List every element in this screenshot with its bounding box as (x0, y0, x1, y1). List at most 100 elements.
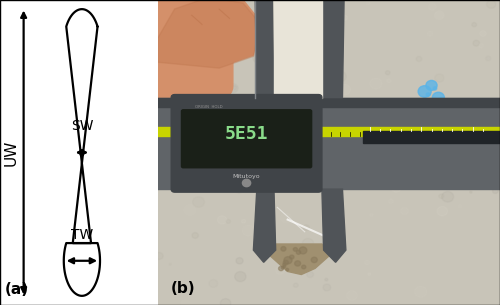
Circle shape (494, 177, 500, 182)
Circle shape (492, 188, 498, 193)
Circle shape (156, 253, 163, 259)
FancyBboxPatch shape (182, 110, 312, 168)
Text: UW: UW (4, 139, 18, 166)
Circle shape (226, 220, 230, 223)
Circle shape (284, 266, 286, 268)
Circle shape (264, 29, 270, 34)
Circle shape (332, 109, 342, 117)
Circle shape (418, 153, 430, 164)
Bar (140, 98, 500, 189)
Bar (363, 131, 500, 143)
Circle shape (281, 267, 284, 269)
Circle shape (370, 108, 378, 115)
Circle shape (400, 102, 404, 106)
Circle shape (281, 246, 286, 251)
Circle shape (286, 43, 292, 48)
Circle shape (253, 53, 263, 63)
Circle shape (368, 273, 370, 275)
Circle shape (236, 258, 243, 264)
Circle shape (428, 3, 436, 10)
Circle shape (432, 92, 444, 103)
Circle shape (370, 78, 382, 89)
Circle shape (286, 268, 288, 271)
Polygon shape (64, 9, 100, 296)
Circle shape (305, 98, 310, 102)
Circle shape (290, 255, 294, 259)
Circle shape (420, 132, 427, 138)
Circle shape (220, 299, 231, 305)
Circle shape (491, 178, 493, 181)
Polygon shape (255, 0, 274, 98)
Circle shape (219, 161, 225, 166)
Circle shape (479, 44, 484, 48)
Circle shape (311, 257, 318, 263)
Circle shape (470, 191, 472, 193)
Circle shape (444, 106, 453, 114)
Circle shape (437, 206, 448, 216)
Circle shape (192, 197, 204, 207)
Circle shape (388, 199, 394, 203)
Circle shape (322, 241, 331, 250)
Text: TW: TW (71, 228, 93, 242)
Circle shape (442, 192, 454, 202)
Circle shape (292, 31, 295, 34)
FancyBboxPatch shape (144, 0, 233, 98)
Circle shape (473, 40, 480, 46)
Circle shape (326, 211, 330, 215)
Circle shape (435, 74, 444, 82)
Circle shape (428, 95, 436, 102)
Circle shape (330, 7, 342, 16)
Circle shape (480, 30, 486, 37)
Circle shape (307, 271, 314, 278)
Circle shape (287, 42, 298, 53)
Circle shape (465, 170, 470, 175)
Circle shape (439, 194, 444, 198)
Circle shape (447, 167, 450, 169)
Text: SW: SW (70, 119, 93, 133)
Text: Mitutoyo: Mitutoyo (232, 174, 260, 179)
Polygon shape (270, 244, 329, 274)
Circle shape (290, 113, 298, 121)
Polygon shape (322, 189, 346, 262)
Circle shape (364, 260, 370, 265)
FancyBboxPatch shape (171, 95, 322, 192)
Circle shape (338, 84, 350, 95)
Polygon shape (322, 0, 344, 98)
Circle shape (370, 214, 373, 216)
Circle shape (174, 23, 180, 29)
Circle shape (452, 115, 460, 123)
Circle shape (169, 263, 171, 265)
Circle shape (312, 46, 316, 50)
Circle shape (242, 225, 254, 236)
Circle shape (184, 205, 196, 215)
Circle shape (299, 247, 307, 254)
Circle shape (242, 179, 250, 187)
Circle shape (346, 291, 358, 300)
Circle shape (438, 97, 446, 104)
Circle shape (258, 253, 260, 256)
Circle shape (278, 266, 283, 271)
Polygon shape (254, 189, 276, 262)
Circle shape (278, 73, 280, 75)
Circle shape (442, 104, 448, 109)
Circle shape (418, 86, 431, 97)
Circle shape (294, 283, 298, 287)
Circle shape (218, 216, 227, 224)
Circle shape (378, 168, 388, 176)
Circle shape (294, 248, 298, 251)
Circle shape (226, 12, 235, 21)
Text: (b): (b) (171, 281, 196, 296)
Polygon shape (158, 0, 260, 68)
Circle shape (400, 208, 408, 214)
Circle shape (472, 23, 476, 27)
Circle shape (284, 4, 294, 13)
Bar (140, 98, 500, 107)
Circle shape (366, 2, 370, 5)
Circle shape (386, 114, 397, 124)
Polygon shape (158, 0, 260, 67)
Circle shape (341, 125, 353, 136)
Circle shape (192, 233, 198, 238)
Circle shape (188, 95, 191, 98)
Circle shape (204, 146, 214, 154)
Circle shape (159, 17, 166, 23)
